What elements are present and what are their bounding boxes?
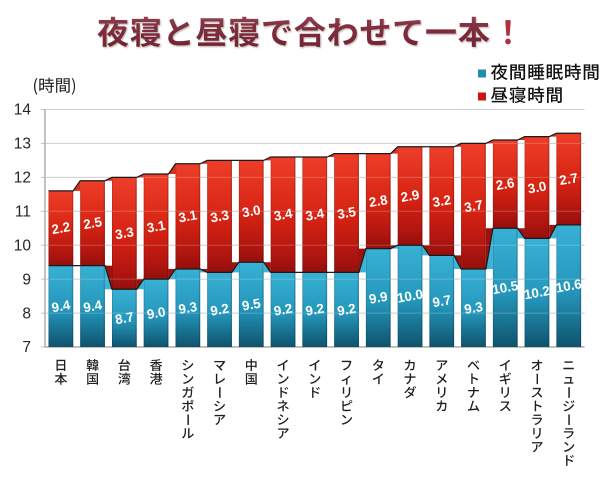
svg-text:3.1: 3.1 (146, 218, 167, 236)
svg-text:9.2: 9.2 (273, 301, 294, 319)
svg-text:9.3: 9.3 (463, 299, 484, 317)
svg-text:3.7: 3.7 (463, 197, 484, 215)
svg-text:3.4: 3.4 (273, 206, 294, 224)
svg-text:8: 8 (22, 305, 31, 322)
svg-text:3.1: 3.1 (177, 207, 198, 225)
svg-text:3.3: 3.3 (209, 207, 230, 225)
svg-text:10: 10 (14, 237, 32, 254)
svg-text:2.5: 2.5 (82, 214, 103, 232)
svg-text:3.4: 3.4 (304, 206, 325, 224)
svg-text:10.0: 10.0 (396, 286, 424, 305)
svg-text:14: 14 (14, 102, 32, 119)
svg-text:12: 12 (14, 170, 31, 187)
svg-text:8.7: 8.7 (114, 309, 135, 327)
svg-text:10.6: 10.6 (555, 276, 583, 295)
svg-text:2.9: 2.9 (400, 187, 421, 205)
svg-text:9.7: 9.7 (431, 292, 452, 310)
svg-text:3.2: 3.2 (431, 192, 452, 210)
svg-text:9.5: 9.5 (241, 296, 262, 314)
svg-text:9.9: 9.9 (368, 289, 389, 307)
svg-text:2.2: 2.2 (50, 219, 71, 237)
svg-text:9.3: 9.3 (177, 299, 198, 317)
svg-text:2.6: 2.6 (495, 175, 516, 193)
svg-text:2.8: 2.8 (368, 192, 389, 210)
svg-text:9.0: 9.0 (146, 304, 167, 322)
svg-text:9.4: 9.4 (50, 297, 71, 315)
svg-text:9.2: 9.2 (304, 301, 325, 319)
svg-text:7: 7 (22, 339, 31, 356)
svg-text:10.5: 10.5 (491, 278, 520, 297)
svg-text:2.7: 2.7 (558, 170, 579, 188)
svg-text:3.0: 3.0 (527, 178, 548, 196)
svg-text:3.5: 3.5 (336, 204, 357, 222)
svg-text:9.4: 9.4 (82, 297, 103, 315)
svg-text:11: 11 (15, 204, 31, 221)
svg-text:9: 9 (22, 271, 31, 288)
svg-text:3.3: 3.3 (114, 224, 135, 242)
svg-text:9.2: 9.2 (336, 301, 357, 319)
svg-text:3.0: 3.0 (241, 202, 262, 220)
svg-text:9.2: 9.2 (209, 301, 230, 319)
svg-text:10.2: 10.2 (523, 283, 551, 302)
svg-text:13: 13 (14, 136, 31, 153)
